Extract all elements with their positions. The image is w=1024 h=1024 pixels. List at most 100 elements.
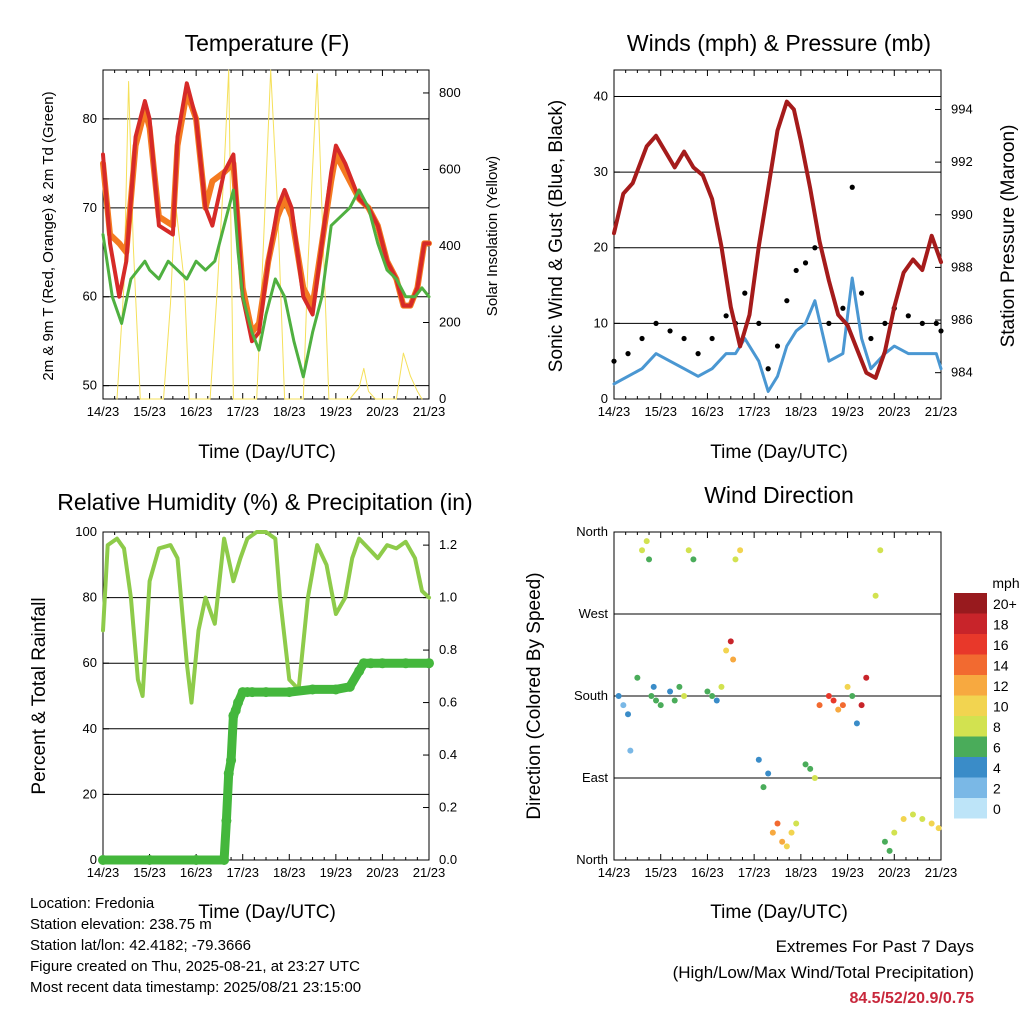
winds-ylabel-left: Sonic Wind & Gust (Blue, Black): [546, 100, 567, 372]
gust-point: [709, 335, 715, 342]
direction-point: [849, 693, 856, 699]
y-tick-label: West: [579, 606, 609, 621]
x-tick-label: 14/23: [87, 404, 120, 419]
x-tick-label: 21/23: [925, 404, 958, 419]
x-tick-label: 15/23: [644, 404, 677, 419]
legend-swatch: [954, 736, 987, 757]
direction-point: [835, 706, 842, 713]
y-tick-label-right: 0.6: [439, 695, 457, 710]
y-tick-label: North: [576, 852, 608, 867]
x-tick-label: 19/23: [320, 404, 353, 419]
legend-swatch: [954, 798, 987, 819]
temperature-plot-area: 14/23 15/23 16/23 17/23 18/23 19/23 20/23 21/23…: [83, 69, 461, 419]
legend-label: 2: [993, 781, 1001, 797]
y-tick-label-right: 0.4: [439, 747, 457, 762]
gust-point: [802, 260, 809, 266]
y-tick-label-right: 986: [951, 312, 973, 327]
y-tick-label: East: [582, 770, 608, 785]
direction-point: [737, 547, 744, 554]
direction-point: [769, 829, 776, 836]
legend-label: 14: [993, 658, 1009, 674]
direction-point: [877, 547, 884, 554]
direction-point: [676, 683, 683, 690]
y-tick-label: 40: [594, 88, 608, 103]
y-tick-label: 0: [90, 852, 97, 867]
direction-point: [718, 683, 725, 690]
pressure-line: [612, 99, 943, 380]
direction-point: [844, 683, 851, 690]
gust-point: [765, 366, 771, 372]
direction-point: [802, 761, 809, 768]
x-tick-label: 15/23: [133, 865, 166, 880]
winds-panel: Winds (mph) & Pressure (mb) 14/23 15/23 16…: [546, 30, 1019, 463]
x-tick-label: 14/23: [598, 865, 631, 880]
x-tick-label: 19/23: [831, 865, 864, 880]
direction-point: [839, 702, 846, 709]
direction-point: [891, 829, 898, 836]
direction-point: [730, 656, 737, 663]
gust-point: [723, 313, 729, 319]
direction-point: [807, 765, 814, 772]
direction-ylabel-left: Direction (Colored By Speed): [524, 572, 545, 819]
direction-point: [783, 843, 790, 850]
legend-swatch: [954, 695, 987, 716]
humidity-title: Relative Humidity (%) & Precipitation (i…: [57, 489, 472, 515]
direction-point: [704, 688, 711, 695]
x-tick-label: 19/23: [831, 404, 864, 419]
x-tick-label: 16/23: [180, 404, 213, 419]
gust-point: [774, 343, 781, 349]
direction-point: [755, 756, 762, 763]
gust-point: [858, 290, 865, 296]
direction-point: [909, 811, 916, 818]
temperature-panel: Temperature (F) 14/23 15/23 16/23 17/23 18/2…: [40, 30, 501, 463]
x-tick-label: 19/23: [320, 865, 353, 880]
y-tick-label-right: 1.2: [439, 537, 457, 552]
y-tick-label: 0: [601, 391, 608, 406]
direction-point: [774, 820, 781, 827]
direction-point: [723, 647, 730, 654]
temperature-ylabel-left: 2m & 9m T (Red, Orange) & 2m Td (Green): [40, 91, 57, 380]
legend-label: 18: [993, 617, 1009, 633]
recent-data-text: Most recent data timestamp: 2025/08/21 2…: [30, 979, 362, 996]
temperature-ylabel-right: Solar Insolation (Yellow): [484, 156, 501, 316]
y-tick-label-right: 1.0: [439, 590, 457, 605]
x-tick-label: 18/23: [785, 865, 818, 880]
humidity-xlabel: Time (Day/UTC): [198, 902, 336, 923]
x-tick-label: 20/23: [878, 865, 911, 880]
y-tick-label-right: 990: [951, 207, 973, 222]
y-tick-label-right: 992: [951, 154, 973, 169]
direction-point: [779, 838, 786, 845]
gust-point: [653, 320, 659, 326]
direction-point: [657, 702, 664, 709]
speed-legend: 20+ 18 16 14 12 10 8 6 4 2 0: [954, 593, 1017, 819]
direction-point: [872, 592, 879, 599]
direction-point: [928, 820, 935, 827]
x-tick-label: 16/23: [691, 865, 724, 880]
direction-point: [900, 816, 907, 822]
gust-point: [681, 335, 687, 342]
direction-panel: Wind Direction 14/23 15/23 16/23 17/23 18/23…: [524, 482, 1020, 923]
direction-point: [625, 711, 632, 718]
legend-title: mph: [992, 575, 1019, 591]
y-tick-label: 50: [83, 378, 97, 393]
x-tick-label: 16/23: [691, 404, 724, 419]
y-tick-label: South: [574, 688, 608, 703]
x-tick-label: 18/23: [273, 865, 306, 880]
y-tick-label-right: 0.2: [439, 800, 457, 815]
legend-swatch: [954, 716, 987, 737]
extremes-subheading: (High/Low/Max Wind/Total Precipitation): [672, 963, 974, 982]
gust-point: [840, 305, 846, 311]
y-tick-label: 20: [83, 786, 97, 801]
legend-label: 4: [993, 760, 1001, 776]
x-tick-label: 20/23: [878, 404, 911, 419]
direction-point: [620, 702, 627, 709]
station-info: Location: Fredonia Station elevation: 23…: [30, 893, 361, 998]
winds-plot-area: 14/23 15/23 16/23 17/23 18/23 19/23 20/23 21/23…: [594, 69, 973, 419]
legend-swatch: [954, 634, 987, 655]
legend-swatch: [954, 757, 987, 778]
y-tick-label: 10: [594, 315, 608, 330]
direction-point: [615, 693, 622, 699]
temp-2m-line: [101, 81, 431, 344]
extremes-box: Extremes For Past 7 Days (High/Low/Max W…: [673, 934, 974, 1012]
